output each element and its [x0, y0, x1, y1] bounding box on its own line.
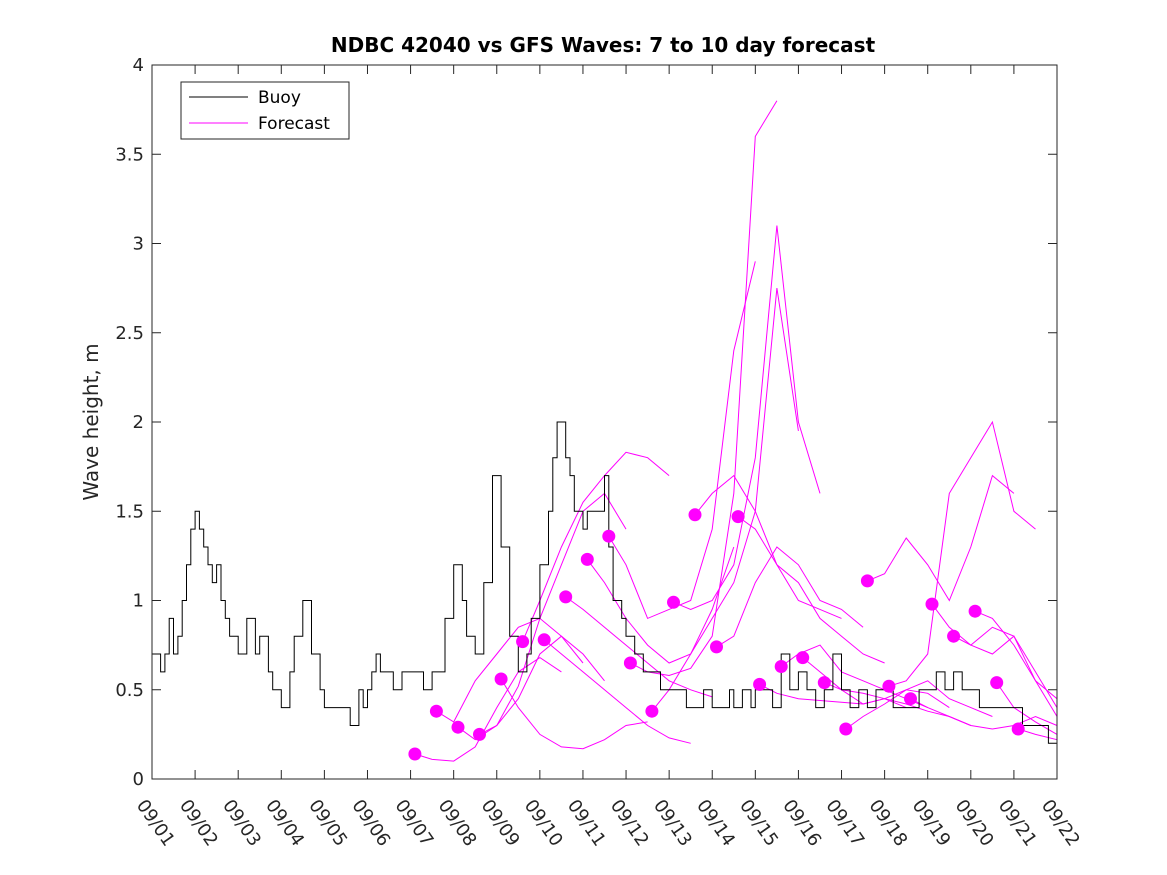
legend-box: [180, 81, 350, 140]
forecast-start-marker: [667, 595, 680, 609]
series-line-forecast-1: [414, 656, 562, 762]
forecast-start-marker: [882, 679, 896, 693]
forecast-start-marker: [559, 590, 573, 604]
series-line-forecast-14: [694, 474, 842, 619]
series-line-buoy: [152, 421, 1058, 744]
y-tick-label: 2.5: [115, 323, 144, 344]
forecast-start-marker: [947, 629, 961, 643]
series-line-forecast-5: [500, 678, 648, 750]
series-line-forecast-6: [522, 451, 670, 642]
forecast-start-marker: [451, 720, 465, 734]
y-tick-label: 0: [133, 769, 144, 790]
forecast-start-marker: [623, 656, 637, 670]
series-line-forecast-13: [673, 225, 821, 610]
series-line-forecast-11: [630, 100, 778, 677]
series-line-forecast-24: [910, 698, 1058, 730]
chart-title: NDBC 42040 vs GFS Waves: 7 to 10 day for…: [331, 33, 876, 57]
forecast-start-marker: [925, 597, 939, 611]
legend-label-forecast: Forecast: [258, 114, 330, 134]
series-line-forecast-16: [737, 516, 885, 664]
forecast-start-marker: [580, 552, 594, 566]
series-line-forecast-23: [888, 420, 1036, 687]
series-line-forecast-20: [824, 682, 971, 726]
series-line-forecast-21: [845, 680, 993, 730]
series-line-forecast-4: [479, 492, 627, 735]
forecast-start-marker: [990, 676, 1004, 690]
forecast-start-marker: [602, 529, 616, 543]
forecast-start-marker: [774, 660, 788, 673]
series-line-forecast-9: [586, 546, 735, 664]
y-tick-label: 1.5: [115, 501, 144, 522]
forecast-start-marker: [860, 574, 874, 588]
marker-layer: [408, 508, 1025, 761]
legend-label-buoy: Buoy: [258, 88, 301, 108]
series-line-forecast-15: [716, 546, 864, 648]
forecast-start-marker: [904, 692, 917, 706]
y-tick-label: 4: [133, 55, 144, 76]
legend: Buoy Forecast: [180, 81, 350, 140]
series-line-forecast-22: [867, 474, 1015, 602]
series-line-forecast-12: [651, 288, 799, 712]
forecast-start-marker: [473, 727, 486, 741]
forecast-start-marker: [494, 672, 508, 686]
y-tick-label: 2: [133, 412, 144, 433]
forecast-start-marker: [1011, 722, 1025, 736]
forecast-start-marker: [753, 677, 767, 691]
series-line-forecast-19: [802, 657, 950, 709]
series-line-forecast-27: [974, 610, 1058, 717]
forecast-start-marker: [645, 704, 659, 718]
y-tick-label: 3: [133, 234, 144, 255]
y-tick-label: 1: [133, 591, 144, 612]
y-axis-title: Wave height, m: [79, 343, 103, 500]
forecast-start-marker: [731, 510, 745, 524]
y-tick-label: 3.5: [115, 144, 144, 165]
plot-area: [152, 65, 1057, 779]
series-line-forecast-28: [996, 682, 1058, 735]
series-line-forecast-7: [543, 639, 691, 744]
y-tick-label: 0.5: [115, 680, 144, 701]
forecast-start-marker: [537, 633, 551, 647]
series-line-forecast-2: [436, 617, 584, 723]
forecast-start-marker: [817, 676, 831, 690]
forecast-start-marker: [710, 640, 723, 654]
forecast-start-marker: [688, 508, 702, 522]
forecast-start-marker: [796, 651, 810, 665]
forecast-start-marker: [968, 604, 982, 618]
forecast-start-marker: [839, 722, 853, 736]
forecast-start-marker: [408, 747, 422, 761]
forecast-start-marker: [516, 635, 530, 649]
forecast-start-marker: [429, 704, 443, 718]
